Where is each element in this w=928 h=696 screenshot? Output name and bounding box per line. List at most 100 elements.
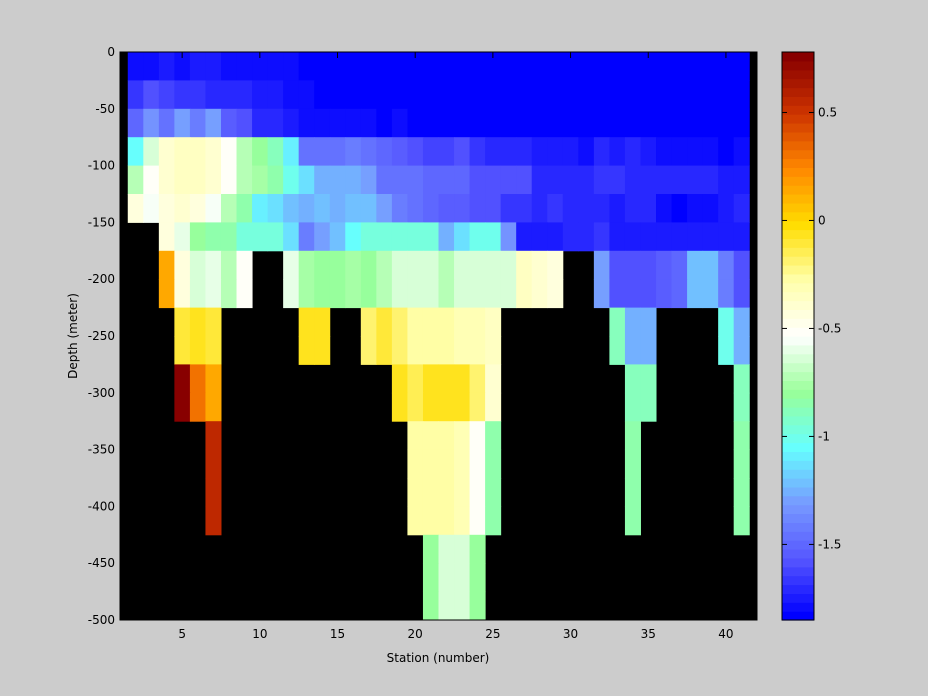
heatmap-cell: [252, 165, 269, 195]
heatmap-cell: [189, 307, 206, 337]
heatmap-cell: [438, 392, 455, 422]
heatmap-cell: [236, 279, 253, 309]
heatmap-cell: [391, 279, 408, 309]
heatmap-cell: [376, 307, 393, 337]
heatmap-cell: [562, 194, 579, 223]
heatmap-cell: [345, 194, 362, 223]
heatmap-cell: [220, 165, 238, 195]
heatmap-cell: [407, 108, 424, 138]
heatmap-cell: [547, 194, 564, 223]
heatmap-cell: [438, 591, 455, 621]
heatmap-cell: [174, 364, 191, 394]
heatmap-cell: [345, 165, 362, 195]
heatmap-cell: [407, 279, 424, 309]
heatmap-cell: [733, 52, 750, 81]
heatmap-cell: [314, 336, 331, 365]
heatmap-cell: [360, 222, 377, 252]
heatmap-cell: [624, 336, 641, 365]
heatmap-cell: [345, 279, 362, 309]
heatmap-cell: [376, 250, 393, 280]
heatmap-cell: [593, 52, 610, 81]
y-tick-label: -100: [88, 159, 115, 173]
heatmap-cell: [609, 307, 626, 337]
heatmap-cell: [640, 307, 657, 337]
heatmap-cell: [422, 307, 439, 337]
heatmap-cell: [174, 165, 191, 195]
heatmap-cell: [236, 108, 253, 138]
heatmap-cell: [687, 108, 704, 138]
heatmap-cell: [500, 137, 517, 167]
heatmap-cell: [516, 52, 533, 81]
heatmap-cell: [174, 194, 191, 223]
heatmap-cell: [624, 194, 641, 223]
heatmap-cell: [236, 52, 253, 81]
heatmap-cell: [640, 80, 657, 110]
heatmap-cell: [127, 194, 144, 223]
heatmap-cell: [562, 80, 579, 110]
heatmap-cell: [189, 279, 206, 309]
y-tick-label: -450: [88, 556, 115, 570]
heatmap-cell: [733, 137, 750, 167]
heatmap-cell: [640, 108, 657, 138]
heatmap-cell: [205, 279, 222, 309]
heatmap-cell: [376, 137, 393, 167]
heatmap-cell: [438, 279, 455, 309]
heatmap-cell: [422, 364, 439, 394]
heatmap-cell: [376, 165, 393, 195]
heatmap-cell: [220, 250, 238, 280]
heatmap-cell: [236, 250, 253, 280]
heatmap-cell: [578, 108, 595, 138]
heatmap-cell: [454, 222, 471, 252]
colorbar-swatch: [782, 593, 814, 603]
heatmap-cell: [469, 222, 486, 252]
heatmap-cell: [407, 222, 424, 252]
heatmap-cell: [624, 478, 641, 507]
y-tick-label: -50: [95, 102, 115, 116]
heatmap-cell: [438, 563, 455, 593]
heatmap-cell: [547, 279, 564, 309]
heatmap-cell: [624, 392, 641, 422]
heatmap-cell: [329, 222, 346, 252]
heatmap-cell: [220, 194, 238, 223]
heatmap-cell: [407, 165, 424, 195]
heatmap-cell: [360, 250, 377, 280]
heatmap-cell: [624, 108, 641, 138]
heatmap-cell: [127, 137, 144, 167]
heatmap-cell: [422, 137, 439, 167]
heatmap-cell: [422, 478, 439, 507]
colorbar-swatch: [782, 256, 814, 266]
x-tick-label: 20: [408, 627, 423, 641]
heatmap-cell: [718, 250, 735, 280]
heatmap-cell: [360, 307, 377, 337]
heatmap-cell: [220, 52, 238, 81]
heatmap-cell: [469, 591, 486, 621]
heatmap-cell: [267, 52, 284, 81]
heatmap-cell: [298, 307, 315, 337]
heatmap-cell: [236, 137, 253, 167]
heatmap-cell: [454, 250, 471, 280]
y-tick-label: -200: [88, 272, 115, 286]
heatmap-cell: [174, 108, 191, 138]
colorbar-swatch: [782, 318, 814, 328]
heatmap-cell: [360, 80, 377, 110]
heatmap-cell: [345, 80, 362, 110]
heatmap-cell: [283, 165, 300, 195]
heatmap-cell: [687, 194, 704, 223]
colorbar-swatch: [782, 389, 814, 399]
heatmap-cell: [438, 449, 455, 479]
heatmap-cell: [593, 222, 610, 252]
heatmap-cell: [189, 194, 206, 223]
heatmap-cell: [174, 392, 191, 422]
heatmap-cell: [438, 222, 455, 252]
heatmap-cell: [360, 194, 377, 223]
heatmap-cell: [469, 392, 486, 422]
colorbar-tick-label: -1: [818, 429, 830, 443]
heatmap-cell: [593, 279, 610, 309]
colorbar-swatch: [782, 584, 814, 594]
heatmap-cell: [656, 52, 673, 81]
heatmap-cell: [609, 250, 626, 280]
heatmap-cell: [252, 80, 269, 110]
colorbar-swatch: [782, 415, 814, 426]
colorbar-swatch: [782, 96, 814, 106]
